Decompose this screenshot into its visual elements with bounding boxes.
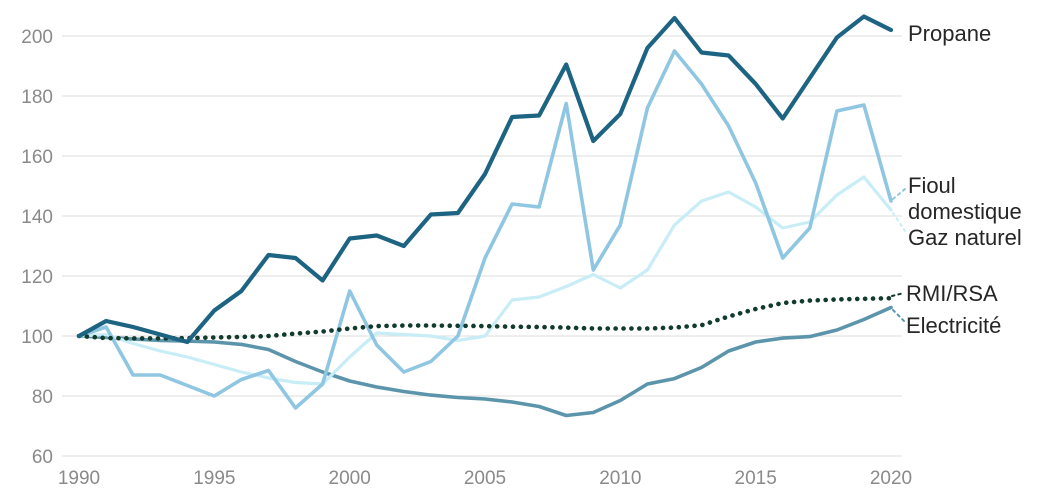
y-tick-label-160: 160 bbox=[21, 147, 53, 168]
x-tick-label-2015: 2015 bbox=[735, 468, 777, 489]
y-tick-label-120: 120 bbox=[21, 267, 53, 288]
series-end-label-rmi-rsa: RMI/RSA bbox=[906, 281, 998, 306]
y-tick-label-200: 200 bbox=[21, 27, 53, 48]
series-line-rmi-rsa bbox=[76, 295, 894, 341]
series-end-label-line-gaz-naturel-0: Gaz naturel bbox=[908, 225, 1022, 250]
series-end-label-line-fioul-domestique-1: domestique bbox=[908, 199, 1022, 224]
series-end-label-fioul-domestique: Fioul domestique bbox=[908, 173, 1022, 224]
series-end-label-line-propane-0: Propane bbox=[908, 21, 991, 46]
series-end-label-electricite: Electricité bbox=[906, 313, 1001, 338]
series-line-fioul-domestique bbox=[77, 49, 893, 410]
series-line-electricite bbox=[77, 305, 893, 418]
series-end-label-line-rmi-rsa-0: RMI/RSA bbox=[906, 281, 998, 306]
series-line-propane bbox=[76, 14, 894, 345]
label-connector-rmi-rsa bbox=[891, 292, 905, 297]
y-tick-label-80: 80 bbox=[32, 387, 53, 408]
series-end-label-gaz-naturel: Gaz naturel bbox=[908, 225, 1022, 250]
y-tick-label-140: 140 bbox=[21, 207, 53, 228]
y-tick-label-60: 60 bbox=[32, 447, 53, 468]
x-tick-label-2005: 2005 bbox=[464, 468, 506, 489]
series-line-gaz-naturel bbox=[77, 175, 893, 386]
x-tick-label-2000: 2000 bbox=[329, 468, 371, 489]
label-connector-electricite bbox=[892, 309, 905, 322]
series-end-label-line-fioul-domestique-0: Fioul bbox=[908, 173, 956, 198]
x-tick-label-2010: 2010 bbox=[599, 468, 641, 489]
x-tick-label-1995: 1995 bbox=[193, 468, 235, 489]
series-end-label-propane: Propane bbox=[908, 21, 991, 46]
y-tick-label-100: 100 bbox=[21, 327, 53, 348]
y-tick-label-180: 180 bbox=[21, 87, 53, 108]
x-tick-label-1990: 1990 bbox=[58, 468, 100, 489]
label-connector-fioul-domestique bbox=[892, 188, 906, 200]
series-end-label-line-electricite-0: Electricité bbox=[906, 313, 1001, 338]
x-tick-label-2020: 2020 bbox=[870, 468, 912, 489]
